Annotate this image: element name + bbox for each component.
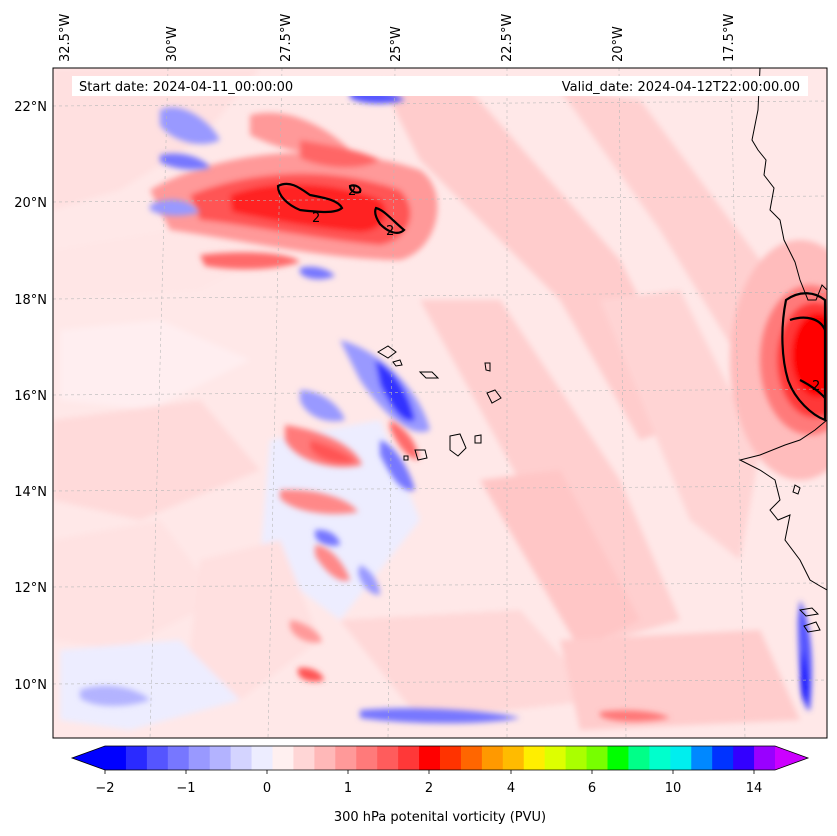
island-boa-vista: [486, 389, 502, 404]
lat-label-14n: 14°N: [14, 485, 47, 500]
colorbar-cell: [398, 746, 420, 770]
positive-pv-streaks: [280, 420, 670, 722]
colorbar-cell: [754, 746, 776, 770]
colorbar-cell: [607, 746, 629, 770]
colorbar-cell: [188, 746, 211, 770]
colorbar-tick-label: −1: [176, 781, 195, 796]
lat-label-16n: 16°N: [14, 389, 47, 404]
valid-date-label: Valid_date: 2024-04-12T22:00:00.00: [562, 80, 800, 95]
lat-label-20n: 20°N: [14, 196, 47, 211]
colorbar-cell: [523, 746, 546, 770]
colorbar-tick-label: 14: [746, 781, 763, 796]
pv-2-contours: [276, 182, 827, 422]
colorbar-cell: [670, 746, 692, 770]
lat-label-10n: 10°N: [14, 678, 47, 693]
lon-label-20w: 20°W: [611, 26, 626, 62]
contour-label-small: 2: [348, 184, 356, 199]
colorbar-cell: [691, 746, 713, 770]
colorbar-cell: [460, 746, 483, 770]
colorbar-cell: [314, 746, 336, 770]
lon-label-32-5w: 32.5°W: [58, 14, 73, 62]
contour-label-west: 2: [312, 211, 320, 226]
contour-label-central: 2: [386, 224, 394, 239]
colorbar-extend-high: [775, 746, 808, 770]
colorbar-cell: [335, 746, 357, 770]
colorbar-cell: [502, 746, 525, 770]
colorbar-cell: [440, 746, 462, 770]
island-brava: [403, 455, 409, 461]
colorbar-cell: [544, 746, 567, 770]
colorbar-tick-label: 6: [588, 781, 596, 796]
lat-label-18n: 18°N: [14, 293, 47, 308]
colorbar-cells: [105, 746, 776, 770]
island-sal: [484, 362, 491, 372]
colorbar-title: 300 hPa potenital vorticity (PVU): [334, 810, 546, 825]
colorbar-cell: [230, 746, 253, 770]
colorbar-cell: [293, 746, 315, 770]
lon-label-22-5w: 22.5°W: [500, 14, 515, 62]
start-date-label: Start date: 2024-04-11_00:00:00: [79, 80, 293, 95]
colorbar: −2 −1 0 1 2 4 6 10 14 300 hPa potenital …: [70, 745, 810, 825]
lon-label-30w: 30°W: [165, 26, 180, 62]
colorbar-ticks: [104, 770, 755, 774]
lat-label-12n: 12°N: [14, 581, 47, 596]
colorbar-tick-label: 2: [425, 781, 433, 796]
colorbar-cell: [733, 746, 755, 770]
colorbar-cell: [649, 746, 671, 770]
colorbar-cell: [105, 746, 127, 770]
colorbar-cell: [481, 746, 504, 770]
island-santiago: [449, 433, 467, 457]
lon-label-25w: 25°W: [389, 26, 404, 62]
map-frame: [52, 67, 828, 739]
coastlines: [377, 68, 827, 633]
colorbar-cell: [146, 746, 169, 770]
date-banner: [72, 76, 808, 96]
colorbar-cell: [377, 746, 399, 770]
colorbar-cell: [712, 746, 734, 770]
colorbar-extend-low: [72, 746, 105, 770]
longitude-labels: 32.5°W 30°W 27.5°W 25°W 22.5°W 20°W 17.5…: [58, 14, 737, 62]
map-area: 2 2 2 2: [53, 68, 827, 738]
colorbar-cell: [356, 746, 378, 770]
colorbar-tick-label: 0: [263, 781, 271, 796]
colorbar-cell: [167, 746, 190, 770]
colorbar-cell: [565, 746, 588, 770]
pv-maximum-east: [760, 285, 827, 435]
island-sao-nicolau: [418, 371, 440, 379]
island-sao-vicente: [392, 359, 403, 367]
colorbar-cell: [125, 746, 148, 770]
lon-label-27-5w: 27.5°W: [279, 14, 294, 62]
contour-label-east: 2: [812, 379, 820, 394]
lon-label-17-5w: 17.5°W: [722, 14, 737, 62]
island-santo-antao: [377, 345, 397, 359]
colorbar-cell: [209, 746, 232, 770]
colorbar-tick-label: 1: [344, 781, 352, 796]
gridlines: [53, 68, 827, 738]
colorbar-tick-label: 4: [507, 781, 515, 796]
colorbar-tick-label: −2: [95, 781, 114, 796]
latitude-labels: 22°N 20°N 18°N 16°N 14°N 12°N 10°N: [14, 100, 47, 693]
island-maio: [474, 434, 482, 444]
island-fogo: [414, 449, 428, 461]
colorbar-cell: [628, 746, 650, 770]
colorbar-cell: [272, 746, 294, 770]
africa-coastline: [738, 68, 827, 591]
colorbar-cell: [419, 746, 441, 770]
colorbar-cell: [251, 746, 273, 770]
colorbar-cell: [586, 746, 608, 770]
colorbar-tick-label: 10: [665, 781, 682, 796]
lat-label-22n: 22°N: [14, 100, 47, 115]
